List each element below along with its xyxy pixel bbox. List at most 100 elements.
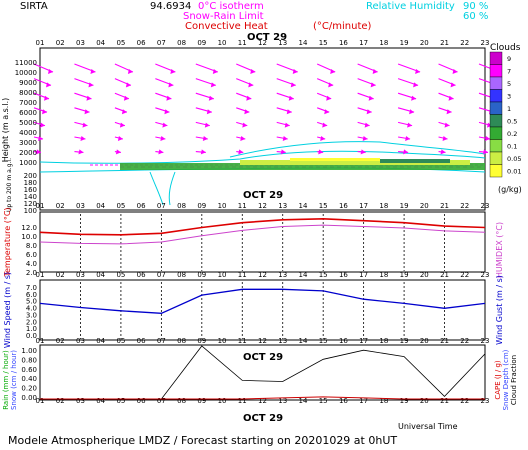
wind-ytick: 7.0	[26, 284, 37, 292]
wind-arrow-head	[125, 82, 131, 88]
wind-arrow-head	[240, 136, 246, 141]
hour-label: 22	[460, 397, 469, 405]
rain-ytick: 0.80	[21, 356, 37, 364]
hour-label: 19	[400, 39, 409, 47]
wind-arrow-head	[288, 95, 294, 101]
hour-label: 12	[258, 202, 267, 210]
hour-label: 18	[379, 202, 388, 210]
hour-label: 09	[197, 271, 206, 279]
hour-label: 10	[218, 337, 227, 345]
height-ytick: 4000	[19, 129, 37, 137]
height-low-ytick: 140	[24, 193, 37, 201]
cloud-layer	[290, 158, 380, 161]
time-dashlines	[39, 214, 486, 339]
hour-label: 21	[440, 202, 449, 210]
wind-arrow-head	[244, 109, 250, 115]
hour-label: 13	[278, 202, 287, 210]
hour-label: 13	[278, 271, 287, 279]
wind-ytick: 3.0	[26, 311, 37, 319]
wind-arrow-head	[210, 82, 216, 88]
cape-ylabel: CAPE (J / g)	[494, 360, 502, 400]
height-low-ytick: 200	[24, 172, 37, 180]
temp-ytick: 8.0	[26, 242, 37, 250]
hour-label: 05	[116, 271, 125, 279]
temp-ytick: 4.0	[26, 260, 37, 268]
hour-label: 14	[298, 337, 307, 345]
wind-ytick: 0.0	[26, 332, 37, 340]
hour-label: 18	[379, 271, 388, 279]
hour-label: 22	[460, 202, 469, 210]
legend-convective-unit: (°C/minute)	[313, 21, 372, 32]
wind-arrow-head	[38, 136, 43, 141]
hour-label: 21	[440, 337, 449, 345]
wind-arrow-head	[250, 69, 256, 74]
hour-label: 05	[116, 337, 125, 345]
height-ytick: 2000	[19, 149, 37, 157]
wind-arrow-head	[320, 136, 326, 141]
date-label-top: OCT 29	[247, 32, 287, 43]
wind-arrow-head	[200, 149, 206, 155]
wind-arrow-head	[446, 109, 452, 115]
wind-arrow-head	[40, 122, 45, 128]
legend-snow-label: Snow-Rain Limit	[183, 11, 264, 22]
hour-label: 02	[56, 39, 65, 47]
hour-label: 04	[96, 337, 105, 345]
wind-arrow-head	[284, 122, 290, 128]
cloud-layer	[380, 159, 450, 163]
wind-ylabel: Wind Speed (m / s)	[3, 272, 12, 348]
rh-contour	[229, 141, 486, 158]
hour-label: 10	[218, 271, 227, 279]
rh60-label: 60 %	[463, 11, 488, 22]
cloud-scale-title: Clouds	[490, 43, 521, 53]
cloud-scale-swatch	[489, 89, 503, 103]
hour-label: 15	[319, 271, 328, 279]
height-panel-frame	[39, 47, 486, 211]
wind-arrow-head	[202, 136, 208, 141]
wind-arrow-head	[370, 82, 376, 88]
hour-label: 19	[400, 271, 409, 279]
wind-arrow-head	[90, 69, 96, 74]
height-ytick: 1000	[19, 159, 37, 167]
wind-arrow-head	[162, 122, 168, 128]
height-ytick: 9000	[19, 79, 37, 87]
hour-label: 18	[379, 39, 388, 47]
hour-label: 16	[339, 337, 348, 345]
cloud-scale-swatch	[489, 151, 503, 165]
cloud-scale-label: 0.01	[507, 168, 521, 176]
hour-label: 08	[177, 337, 186, 345]
hour-label: 10	[218, 202, 227, 210]
wind-arrow-head	[411, 95, 417, 101]
height-low-ytick: 160	[24, 186, 37, 194]
wind-arrow-head	[409, 109, 415, 115]
hour-label: 11	[238, 397, 247, 405]
wind-arrow-head	[448, 95, 454, 101]
legend-rh-label: Relative Humidity	[366, 1, 455, 12]
hour-label: 04	[96, 271, 105, 279]
rain-ylabel: Rain (mm / hour)	[2, 350, 10, 410]
wind-arrow-head	[450, 82, 456, 88]
hour-label: 09	[197, 397, 206, 405]
hour-label: 17	[359, 337, 368, 345]
height-low-ytick: 100	[24, 207, 37, 215]
wind-arrow-head	[415, 69, 421, 74]
temp-ylabel: Temperature (°C)	[3, 207, 12, 277]
hour-label: 12	[258, 397, 267, 405]
wind-arrow-head	[487, 122, 492, 128]
wind-arrow-head	[36, 149, 41, 155]
rh-contour	[168, 171, 176, 206]
hour-label: 16	[339, 39, 348, 47]
wind-arrow-head	[403, 149, 409, 155]
hour-label: 06	[137, 202, 146, 210]
height-ytick: 10000	[15, 69, 37, 77]
wind-arrow-head	[248, 82, 254, 88]
wind-arrow-head	[119, 122, 125, 128]
wind-arrow-head	[405, 136, 411, 141]
hour-label: 17	[359, 397, 368, 405]
hour-label: 21	[440, 271, 449, 279]
date-label-rain: OCT 29	[243, 413, 283, 424]
wind-arrow-head	[42, 109, 47, 115]
hour-label: 06	[137, 39, 146, 47]
hour-label: 02	[56, 271, 65, 279]
hour-label: 18	[379, 397, 388, 405]
height-low-ytick: 120	[24, 200, 37, 208]
